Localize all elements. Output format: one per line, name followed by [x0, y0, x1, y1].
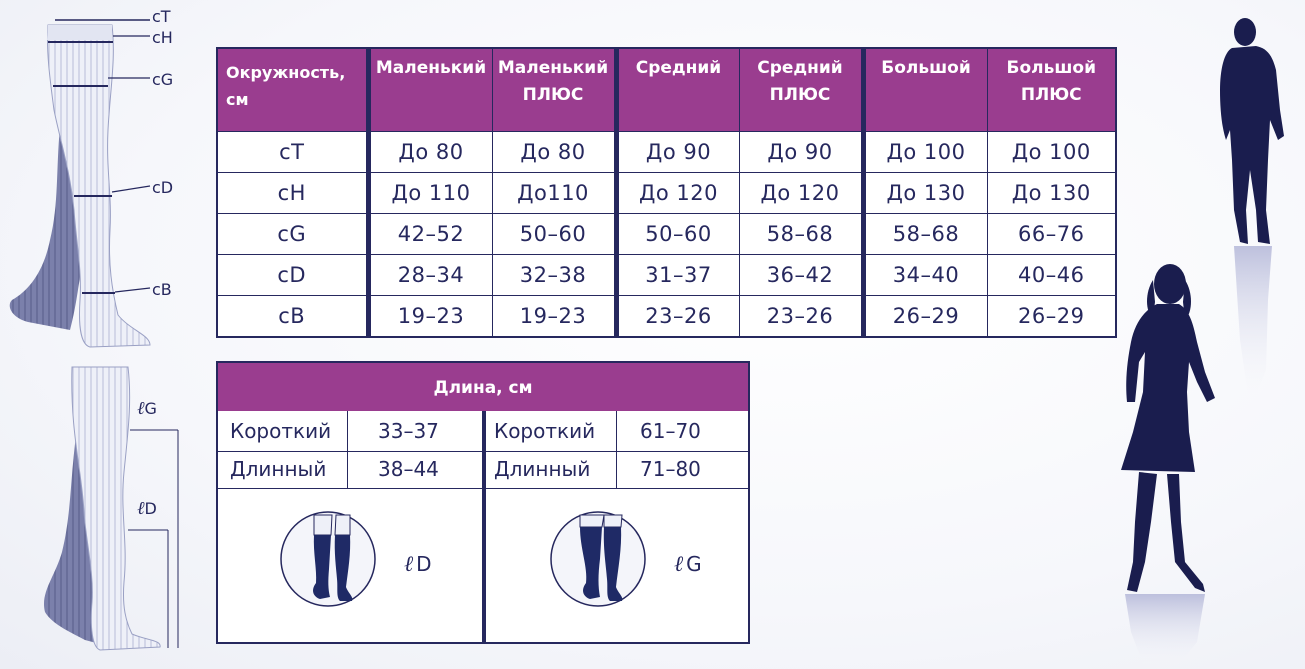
header-large-plus: Большой ПЛЮС: [986, 48, 1116, 132]
row-label: cT: [216, 131, 368, 173]
table-cell: До 130: [860, 172, 987, 214]
header-circumference: Окружность, см: [216, 48, 368, 132]
row-label: cD: [216, 254, 368, 296]
man-silhouette-icon: [1220, 18, 1284, 410]
knee-stocking-icon: [280, 511, 376, 607]
table-cell: 34–40: [860, 254, 987, 296]
table-cell: 26–29: [860, 295, 987, 337]
size-table-header-row: Окружность, см Маленький Маленький ПЛЮС С…: [216, 48, 1116, 132]
length-right-short-value: 61–70: [640, 419, 701, 443]
table-cell: 66–76: [986, 213, 1116, 255]
table-cell: До 80: [491, 131, 616, 173]
table-cell: До 100: [986, 131, 1116, 173]
woman-silhouette-icon: [1121, 264, 1215, 669]
table-cell: До 90: [613, 131, 739, 173]
label-cG: cG: [152, 70, 174, 89]
header-small: Маленький: [365, 48, 492, 132]
size-table: Окружность, см Маленький Маленький ПЛЮС С…: [216, 47, 1117, 338]
table-cell: До 100: [860, 131, 987, 173]
label-cB: cB: [152, 280, 172, 299]
header-small-plus: Маленький ПЛЮС: [491, 48, 616, 132]
table-cell: До110: [491, 172, 616, 214]
label-lD: ℓD: [137, 498, 157, 519]
leg-stocking-diagram-icon: [9, 19, 151, 348]
table-cell: До 120: [738, 172, 863, 214]
header-medium-plus: Средний ПЛЮС: [738, 48, 863, 132]
table-row: cD 28–34 32–38 31–37 36–42 34–40 40–46: [216, 254, 1116, 296]
length-table-title: Длина, см: [218, 363, 748, 411]
length-right-short-label: Короткий: [494, 419, 596, 443]
table-cell: 58–68: [738, 213, 863, 255]
table-cell: 50–60: [613, 213, 739, 255]
length-table: Длина, см Короткий 33–37 Длинный 38–44 К…: [216, 361, 750, 644]
table-cell: До 120: [613, 172, 739, 214]
table-row: cG 42–52 50–60 50–60 58–68 58–68 66–76: [216, 213, 1116, 255]
table-row: cT До 80 До 80 До 90 До 90 До 100 До 100: [216, 131, 1116, 173]
label-cD: cD: [152, 178, 174, 197]
table-cell: 50–60: [491, 213, 616, 255]
length-left-long-label: Длинный: [230, 457, 327, 481]
label-cH: cH: [152, 28, 173, 47]
table-cell: 19–23: [491, 295, 616, 337]
table-cell: 58–68: [860, 213, 987, 255]
label-cT: cT: [152, 7, 171, 26]
leg-length-diagram-icon: [43, 366, 179, 651]
table-cell: 40–46: [986, 254, 1116, 296]
table-cell: 28–34: [365, 254, 492, 296]
table-cell: До 130: [986, 172, 1116, 214]
table-cell: 32–38: [491, 254, 616, 296]
table-cell: До 110: [365, 172, 492, 214]
table-cell: До 80: [365, 131, 492, 173]
length-right-long-value: 71–80: [640, 457, 701, 481]
thigh-stocking-icon: [550, 511, 646, 607]
label-lG: ℓG: [137, 398, 157, 419]
length-left-short-label: Короткий: [230, 419, 332, 443]
row-label: cB: [216, 295, 368, 337]
table-row: cH До 110 До110 До 120 До 120 До 130 До …: [216, 172, 1116, 214]
length-right-long-label: Длинный: [494, 457, 591, 481]
header-medium: Средний: [613, 48, 739, 132]
table-cell: 26–29: [986, 295, 1116, 337]
table-cell: 19–23: [365, 295, 492, 337]
table-cell: 23–26: [738, 295, 863, 337]
table-cell: До 90: [738, 131, 863, 173]
table-cell: 42–52: [365, 213, 492, 255]
row-label: cG: [216, 213, 368, 255]
table-cell: 36–42: [738, 254, 863, 296]
row-label: cH: [216, 172, 368, 214]
length-left-short-value: 33–37: [378, 419, 439, 443]
header-large: Большой: [860, 48, 987, 132]
table-row: cB 19–23 19–23 23–26 23–26 26–29 26–29: [216, 295, 1116, 337]
table-cell: 23–26: [613, 295, 739, 337]
table-cell: 31–37: [613, 254, 739, 296]
length-left-long-value: 38–44: [378, 457, 439, 481]
